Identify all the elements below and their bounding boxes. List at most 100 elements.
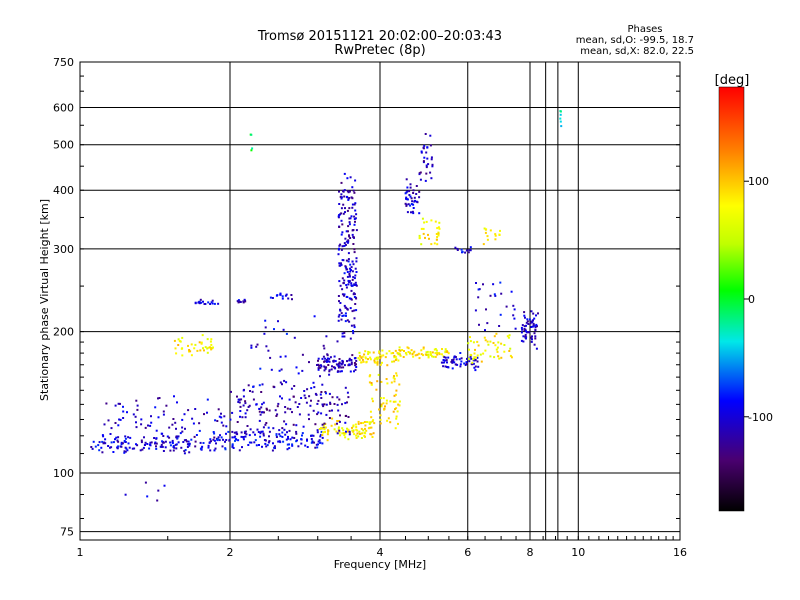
data-point bbox=[302, 425, 305, 428]
data-point bbox=[236, 433, 239, 436]
colorbar-tick-label: -100 bbox=[748, 411, 773, 424]
data-point bbox=[497, 341, 500, 344]
data-point bbox=[372, 351, 375, 354]
data-point bbox=[410, 203, 413, 205]
data-point bbox=[355, 309, 358, 312]
data-point bbox=[533, 343, 536, 346]
data-point bbox=[348, 433, 351, 436]
data-point bbox=[452, 358, 455, 361]
data-point bbox=[426, 157, 429, 160]
data-point bbox=[403, 350, 405, 352]
data-point bbox=[316, 429, 319, 432]
data-point bbox=[331, 365, 333, 368]
data-point bbox=[415, 200, 418, 203]
data-point bbox=[458, 358, 461, 361]
data-point bbox=[203, 413, 205, 416]
data-point bbox=[535, 323, 538, 326]
data-point bbox=[291, 411, 293, 414]
data-point bbox=[296, 406, 299, 408]
data-point bbox=[98, 441, 101, 444]
data-point bbox=[405, 197, 407, 200]
data-point bbox=[509, 354, 512, 357]
data-point bbox=[340, 197, 343, 200]
data-point bbox=[339, 414, 341, 417]
data-point bbox=[346, 271, 349, 273]
data-point bbox=[224, 448, 227, 451]
data-point bbox=[337, 426, 340, 429]
data-point bbox=[296, 439, 298, 442]
data-point bbox=[181, 336, 184, 339]
data-point bbox=[110, 446, 113, 449]
data-point bbox=[345, 314, 347, 317]
data-point bbox=[521, 324, 524, 327]
data-point bbox=[392, 400, 395, 403]
data-point bbox=[484, 231, 487, 234]
data-point bbox=[135, 399, 138, 402]
data-point bbox=[535, 314, 537, 317]
data-point bbox=[355, 363, 357, 366]
data-point bbox=[344, 244, 347, 246]
data-point bbox=[348, 359, 351, 362]
data-point bbox=[207, 446, 210, 449]
data-point bbox=[323, 431, 326, 434]
data-point bbox=[461, 250, 464, 253]
data-point bbox=[352, 429, 355, 432]
data-point bbox=[559, 120, 562, 123]
data-point bbox=[379, 357, 382, 360]
data-point bbox=[467, 251, 470, 254]
data-point bbox=[246, 409, 249, 412]
data-point bbox=[372, 432, 375, 435]
data-point bbox=[406, 211, 409, 214]
data-point bbox=[370, 426, 373, 429]
data-point bbox=[273, 445, 276, 448]
data-point bbox=[344, 421, 347, 424]
data-point bbox=[353, 309, 356, 312]
data-point bbox=[348, 207, 351, 210]
data-point bbox=[300, 442, 303, 445]
data-point bbox=[345, 230, 348, 233]
data-point bbox=[387, 417, 390, 420]
data-point bbox=[422, 346, 425, 349]
data-point bbox=[147, 424, 149, 427]
data-point bbox=[222, 424, 225, 427]
data-point bbox=[438, 227, 441, 230]
data-point bbox=[273, 446, 276, 449]
data-point bbox=[300, 397, 303, 399]
data-point bbox=[425, 166, 428, 169]
plot-area: 1 2 4 6 8 10 16 75 100 200 300 400 500 600 750 bbox=[53, 56, 687, 559]
data-point bbox=[346, 307, 349, 310]
data-point bbox=[290, 387, 293, 390]
data-point bbox=[395, 372, 398, 375]
data-point bbox=[338, 420, 341, 423]
data-point bbox=[406, 346, 409, 349]
data-point bbox=[187, 409, 190, 412]
data-point bbox=[425, 220, 428, 223]
data-point bbox=[102, 442, 105, 445]
data-point bbox=[412, 212, 415, 215]
data-point bbox=[268, 409, 271, 412]
data-point bbox=[316, 402, 319, 405]
colorbar-ticks: 100 0 -100 bbox=[744, 175, 773, 424]
data-point bbox=[91, 447, 94, 450]
data-point bbox=[382, 402, 385, 405]
data-point bbox=[455, 363, 457, 366]
data-point bbox=[281, 295, 284, 298]
data-point bbox=[216, 437, 218, 440]
data-point bbox=[348, 221, 351, 224]
data-point bbox=[343, 172, 346, 175]
data-point bbox=[183, 413, 186, 416]
data-point bbox=[336, 420, 339, 422]
data-point bbox=[393, 356, 396, 359]
data-point bbox=[217, 436, 220, 439]
data-point bbox=[110, 441, 113, 444]
data-point bbox=[168, 436, 171, 439]
data-point bbox=[412, 207, 415, 209]
data-point bbox=[494, 294, 497, 297]
data-point bbox=[489, 229, 492, 232]
data-point bbox=[332, 366, 335, 369]
data-point bbox=[523, 325, 526, 328]
data-point bbox=[193, 435, 196, 438]
data-point bbox=[320, 397, 323, 399]
data-point bbox=[321, 403, 324, 406]
data-point bbox=[353, 248, 356, 251]
